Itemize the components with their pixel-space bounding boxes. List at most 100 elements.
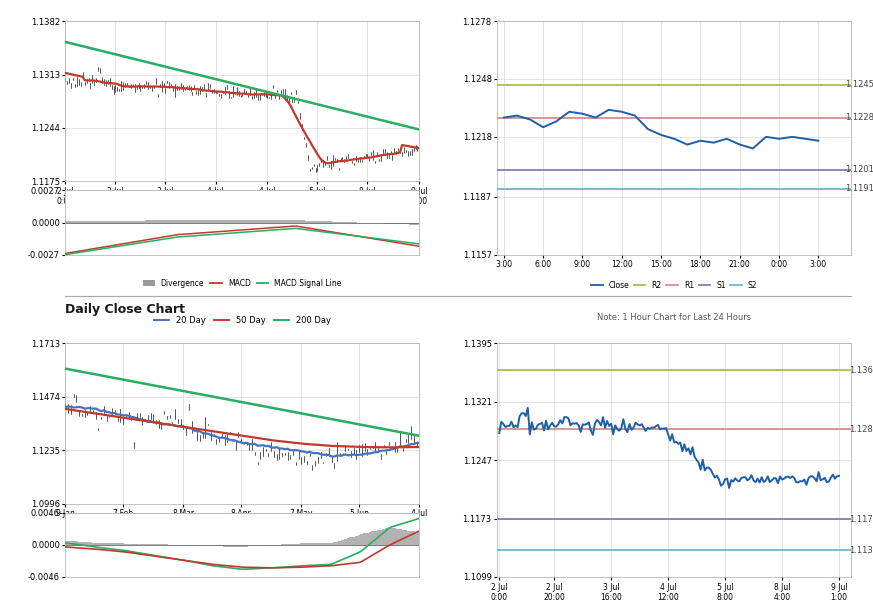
- Text: 1.1245: 1.1245: [844, 81, 873, 89]
- Bar: [274, 220, 276, 222]
- Bar: [170, 220, 172, 222]
- Bar: [122, 221, 124, 222]
- Bar: [196, 220, 197, 222]
- Bar: [64, 541, 67, 545]
- Bar: [396, 529, 399, 545]
- Text: 1.1228: 1.1228: [844, 113, 873, 122]
- Bar: [405, 222, 407, 224]
- Bar: [330, 543, 333, 545]
- Bar: [397, 222, 399, 224]
- Bar: [78, 221, 80, 222]
- Bar: [317, 543, 320, 545]
- Text: 1.1191: 1.1191: [844, 185, 873, 194]
- Bar: [66, 221, 68, 222]
- Bar: [388, 222, 389, 224]
- Bar: [253, 545, 256, 546]
- Bar: [107, 221, 109, 222]
- Bar: [327, 221, 328, 222]
- Bar: [314, 221, 317, 222]
- Bar: [272, 220, 274, 222]
- Bar: [410, 222, 413, 225]
- Legend: 20 Hr MA, 50 Hrs MA: 20 Hr MA, 50 Hrs MA: [173, 0, 313, 5]
- Bar: [299, 221, 301, 222]
- Bar: [303, 221, 305, 222]
- Bar: [102, 543, 106, 545]
- Legend: Close, R2, R1, S1, S2: Close, R2, R1, S1, S2: [588, 600, 760, 601]
- Bar: [149, 221, 151, 222]
- Bar: [87, 221, 90, 222]
- Bar: [368, 532, 371, 545]
- Bar: [101, 221, 103, 222]
- Bar: [159, 221, 161, 222]
- Bar: [205, 220, 207, 222]
- Bar: [191, 220, 194, 222]
- Bar: [409, 222, 410, 225]
- Bar: [145, 221, 148, 222]
- Text: Daily Close Chart: Daily Close Chart: [65, 303, 185, 316]
- Bar: [84, 221, 86, 222]
- Bar: [201, 220, 203, 222]
- Bar: [90, 221, 92, 222]
- Bar: [234, 545, 237, 547]
- Bar: [109, 221, 111, 222]
- Bar: [258, 220, 261, 222]
- Bar: [114, 221, 116, 222]
- Bar: [391, 222, 394, 224]
- Bar: [111, 543, 113, 545]
- Bar: [203, 220, 205, 222]
- Bar: [257, 220, 258, 222]
- Bar: [113, 221, 114, 222]
- Bar: [172, 220, 174, 222]
- Bar: [375, 531, 377, 545]
- Bar: [319, 221, 320, 222]
- Bar: [308, 543, 311, 545]
- Bar: [218, 220, 220, 222]
- Bar: [349, 537, 352, 545]
- Bar: [72, 542, 75, 545]
- Bar: [328, 221, 330, 222]
- Bar: [289, 544, 292, 545]
- Bar: [336, 542, 339, 545]
- Bar: [407, 531, 409, 545]
- Text: 1.1286: 1.1286: [849, 425, 873, 434]
- Bar: [339, 541, 341, 545]
- Bar: [134, 221, 135, 222]
- Bar: [223, 220, 224, 222]
- Bar: [97, 221, 100, 222]
- Bar: [124, 221, 126, 222]
- Bar: [217, 545, 221, 546]
- Bar: [116, 221, 119, 222]
- Bar: [407, 222, 409, 224]
- Bar: [229, 545, 231, 547]
- Bar: [228, 220, 230, 222]
- Bar: [78, 542, 80, 545]
- Bar: [268, 220, 271, 222]
- Bar: [174, 220, 176, 222]
- Bar: [280, 220, 282, 222]
- Bar: [100, 543, 102, 545]
- Bar: [376, 222, 378, 224]
- Bar: [149, 544, 152, 545]
- Bar: [93, 221, 95, 222]
- Bar: [276, 220, 278, 222]
- Bar: [207, 545, 210, 546]
- Bar: [301, 221, 303, 222]
- Bar: [363, 534, 366, 545]
- Bar: [249, 220, 251, 222]
- Bar: [89, 543, 92, 545]
- Legend: Close, R2, R1, S1, S2: Close, R2, R1, S1, S2: [588, 278, 760, 293]
- Bar: [278, 220, 280, 222]
- Bar: [240, 545, 243, 547]
- Bar: [212, 545, 215, 546]
- Bar: [292, 220, 293, 222]
- Bar: [382, 529, 385, 545]
- Bar: [416, 532, 418, 545]
- Bar: [168, 220, 170, 222]
- Bar: [385, 528, 388, 545]
- Bar: [103, 221, 105, 222]
- Bar: [271, 220, 272, 222]
- Bar: [262, 545, 265, 546]
- Bar: [382, 222, 384, 224]
- Bar: [418, 532, 421, 545]
- Bar: [80, 542, 83, 545]
